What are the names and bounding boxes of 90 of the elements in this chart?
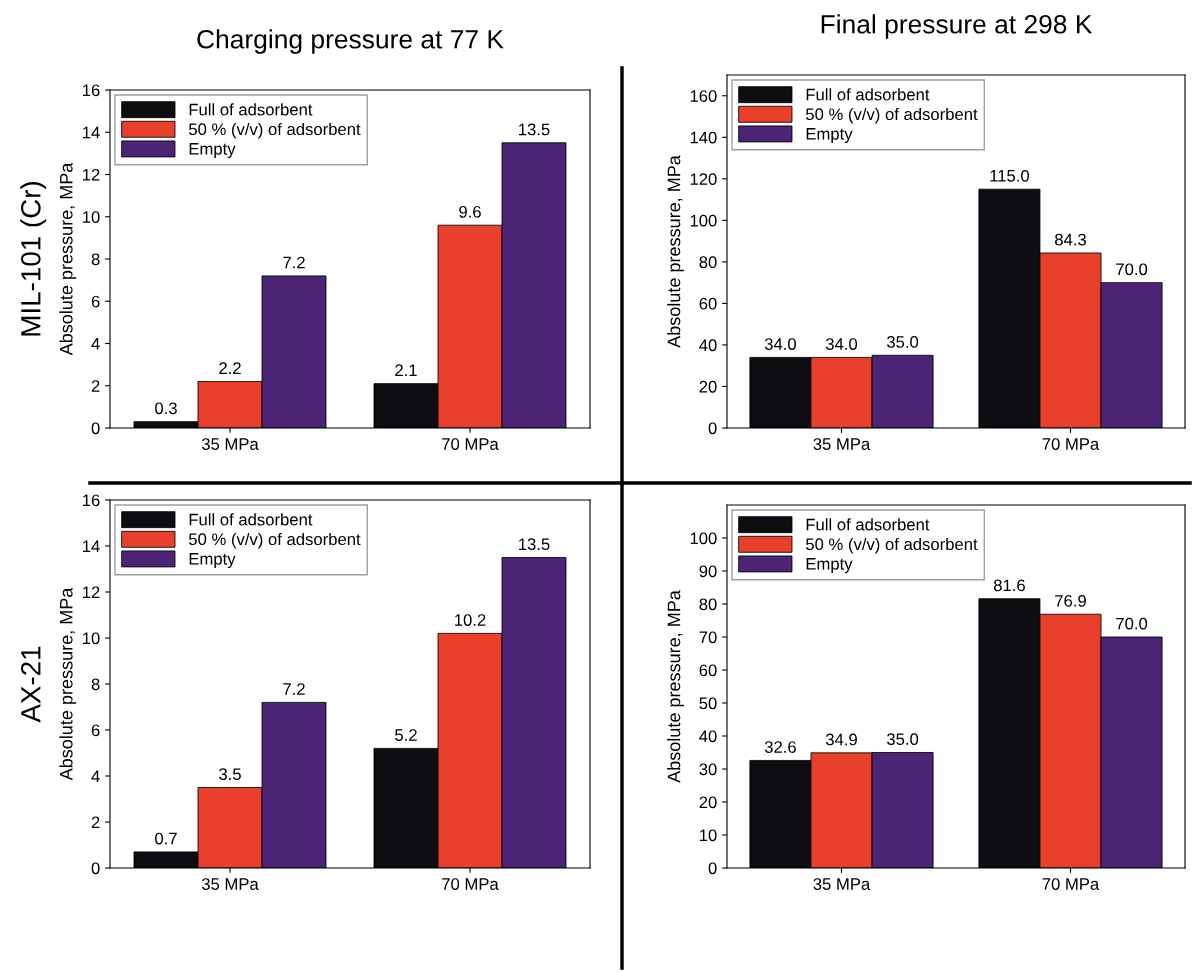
y-tick-label: 80 bbox=[699, 598, 717, 611]
legend-label: Empty bbox=[189, 143, 236, 159]
x-tick-label: 70 MPa bbox=[1042, 878, 1100, 890]
y-tick-label: 4 bbox=[91, 338, 100, 350]
data-label: 76.9 bbox=[1055, 594, 1086, 607]
data-label: 34.9 bbox=[825, 733, 857, 746]
y-tick-label: 70 bbox=[699, 631, 717, 644]
y-tick-label: 10 bbox=[700, 829, 717, 842]
x-tick-label: 35 MPa bbox=[813, 438, 871, 450]
y-tick-label: 160 bbox=[690, 90, 717, 102]
y-tick-label: 0 bbox=[708, 422, 717, 435]
legend-label: Full of adsorbent bbox=[189, 103, 313, 116]
y-tick-label: 80 bbox=[699, 256, 717, 269]
data-label: 34.0 bbox=[825, 338, 858, 350]
x-tick-label: 70 MPa bbox=[442, 438, 499, 450]
x-tick-label: 35 MPa bbox=[201, 438, 259, 450]
x-tick-label: 35 MPa bbox=[201, 878, 259, 890]
y-tick-label: 90 bbox=[699, 565, 717, 578]
legend-label: Full of adsorbent bbox=[806, 88, 930, 101]
y-tick-label: 100 bbox=[690, 214, 717, 227]
legend-label: Full of adsorbent bbox=[806, 518, 930, 531]
data-label: 2.2 bbox=[219, 362, 241, 374]
y-axis-title: Absolute pressure, MPa bbox=[59, 162, 77, 356]
y-tick-label: 140 bbox=[690, 131, 717, 144]
y-tick-label: 8 bbox=[91, 678, 100, 691]
data-label: 84.3 bbox=[1055, 233, 1086, 246]
data-label: 115.0 bbox=[990, 169, 1030, 182]
y-tick-label: 12 bbox=[83, 586, 100, 599]
data-label: 7.2 bbox=[283, 256, 305, 269]
data-label: 7.2 bbox=[283, 683, 305, 695]
y-tick-label: 12 bbox=[83, 168, 100, 181]
y-tick-label: 40 bbox=[699, 730, 717, 743]
data-label: 10.2 bbox=[455, 614, 486, 626]
y-tick-label: 4 bbox=[91, 770, 100, 783]
y-tick-label: 20 bbox=[699, 796, 717, 809]
x-tick-label: 35 MPa bbox=[813, 878, 871, 890]
y-tick-label: 14 bbox=[83, 126, 100, 139]
chart-title: Charging pressure at 77 K bbox=[197, 29, 504, 54]
y-tick-label: 30 bbox=[699, 763, 717, 776]
data-label: 35.0 bbox=[886, 336, 919, 348]
data-label: 0.7 bbox=[155, 832, 177, 845]
y-tick-label: 40 bbox=[699, 339, 717, 352]
x-tick-label: 70 MPa bbox=[1042, 438, 1100, 450]
data-label: 13.5 bbox=[519, 123, 550, 136]
legend-label: Empty bbox=[189, 553, 236, 569]
y-tick-label: 50 bbox=[699, 697, 717, 710]
y-tick-label: 8 bbox=[91, 253, 100, 266]
y-tick-label: 20 bbox=[699, 380, 717, 393]
y-tick-label: 6 bbox=[91, 295, 100, 308]
y-tick-label: 60 bbox=[699, 297, 717, 310]
y-tick-label: 2 bbox=[91, 380, 100, 392]
data-label: 9.6 bbox=[459, 205, 481, 218]
y-axis-title: Absolute pressure, MPa bbox=[667, 155, 684, 348]
y-tick-label: 6 bbox=[91, 724, 100, 737]
y-tick-label: 100 bbox=[690, 532, 717, 545]
legend-label: 50 % (v/v) of adsorbent bbox=[189, 532, 361, 549]
y-tick-label: 10 bbox=[83, 632, 100, 645]
data-label: 81.6 bbox=[993, 579, 1025, 592]
legend-label: 50 % (v/v) of adsorbent bbox=[806, 537, 978, 554]
data-label: 13.5 bbox=[519, 538, 550, 551]
legend-label: Empty bbox=[806, 558, 853, 574]
y-tick-label: 14 bbox=[83, 540, 100, 553]
legend-label: 50 % (v/v) of adsorbent bbox=[189, 122, 361, 139]
y-tick-label: 16 bbox=[83, 84, 100, 97]
y-tick-label: 16 bbox=[83, 494, 100, 507]
y-tick-label: 0 bbox=[91, 422, 100, 435]
y-tick-label: 60 bbox=[699, 664, 717, 677]
y-tick-label: 2 bbox=[91, 816, 100, 829]
data-label: 3.5 bbox=[219, 768, 241, 781]
legend-label: Empty bbox=[806, 128, 853, 144]
chart-title: Final pressure at 298 K bbox=[821, 14, 1093, 39]
text: AX-21 bbox=[20, 646, 41, 723]
data-label: 32.6 bbox=[764, 741, 796, 753]
data-label: 5.2 bbox=[395, 729, 417, 741]
legend-label: 50 % (v/v) of adsorbent bbox=[806, 107, 978, 124]
text: MIL-101 (Cr) bbox=[20, 182, 47, 336]
data-label: 34.0 bbox=[764, 338, 796, 350]
data-label: 70.0 bbox=[1116, 263, 1148, 276]
y-axis-title: Absolute pressure, MPa bbox=[59, 587, 77, 781]
y-tick-label: 10 bbox=[83, 211, 100, 223]
y-tick-label: 120 bbox=[690, 173, 717, 186]
x-tick-label: 70 MPa bbox=[442, 878, 499, 890]
data-label: 2.1 bbox=[395, 364, 417, 377]
y-tick-label: 0 bbox=[708, 862, 717, 875]
y-axis-title: Absolute pressure, MPa bbox=[667, 590, 684, 783]
data-label: 70.0 bbox=[1116, 617, 1148, 630]
legend-label: Full of adsorbent bbox=[189, 513, 313, 526]
data-label: 35.0 bbox=[886, 733, 919, 746]
data-label: 0.3 bbox=[155, 402, 177, 415]
y-tick-label: 0 bbox=[91, 862, 100, 875]
